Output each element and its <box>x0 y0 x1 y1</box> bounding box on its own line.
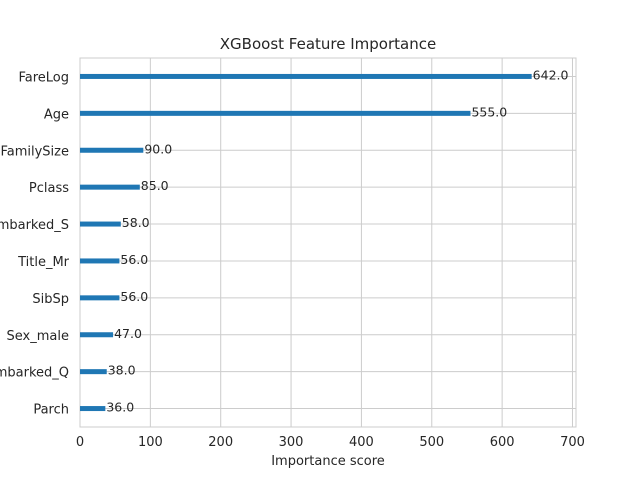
y-tick-label: Parch <box>33 403 69 418</box>
bar <box>80 406 106 412</box>
y-tick-label: Sex_male <box>7 329 69 344</box>
bar-value-label: 38.0 <box>108 363 136 378</box>
x-tick-label: 700 <box>560 435 585 450</box>
y-tick-label: Age <box>44 107 69 122</box>
y-tick-label: FamilySize <box>0 144 69 159</box>
bar-value-label: 555.0 <box>471 104 507 119</box>
data-labels-group: 642.0 555.0 90.0 85.0 58.0 56.0 56.0 47.0 38.0 36… <box>106 67 568 414</box>
bar <box>80 295 120 301</box>
y-tick-label: Title_Mr <box>17 255 70 270</box>
x-tick-label: 500 <box>419 435 444 450</box>
chart-title: XGBoost Feature Importance <box>220 35 436 53</box>
bar-value-label: 56.0 <box>120 289 148 304</box>
y-tick-label: Pclass <box>29 181 69 196</box>
y-axis-tick-labels: FareLog Age FamilySize Pclass Embarked_S Titl… <box>0 70 70 417</box>
bar <box>80 73 532 79</box>
bar-value-label: 36.0 <box>106 400 134 415</box>
y-tick-label: Embarked_Q <box>0 366 69 381</box>
x-axis-label: Importance score <box>271 454 385 469</box>
x-tick-label: 400 <box>349 435 374 450</box>
grid-lines <box>79 58 576 427</box>
bar-value-label: 47.0 <box>114 326 142 341</box>
plot-area-frame <box>79 57 577 428</box>
bar <box>80 258 120 264</box>
bar <box>80 221 121 227</box>
x-tick-label: 0 <box>76 435 84 450</box>
y-tick-label: Embarked_S <box>0 218 69 233</box>
bar-value-label: 642.0 <box>533 67 569 82</box>
bar <box>80 147 144 153</box>
x-tick-label: 200 <box>208 435 233 450</box>
x-tick-label: 100 <box>138 435 163 450</box>
y-tick-label: FareLog <box>18 70 69 85</box>
bars-group <box>80 73 532 412</box>
x-axis-tick-labels: 0 100 200 300 400 500 600 700 <box>76 435 585 450</box>
bar-value-label: 90.0 <box>144 141 172 156</box>
bar-value-label: 58.0 <box>122 215 150 230</box>
bar <box>80 369 107 375</box>
bar <box>80 110 471 116</box>
bar-value-label: 85.0 <box>141 178 169 193</box>
x-tick-label: 600 <box>490 435 515 450</box>
x-tick-label: 300 <box>279 435 304 450</box>
bar <box>80 332 114 338</box>
y-tick-label: SibSp <box>32 292 69 307</box>
bar-value-label: 56.0 <box>120 252 148 267</box>
bar <box>80 184 140 190</box>
